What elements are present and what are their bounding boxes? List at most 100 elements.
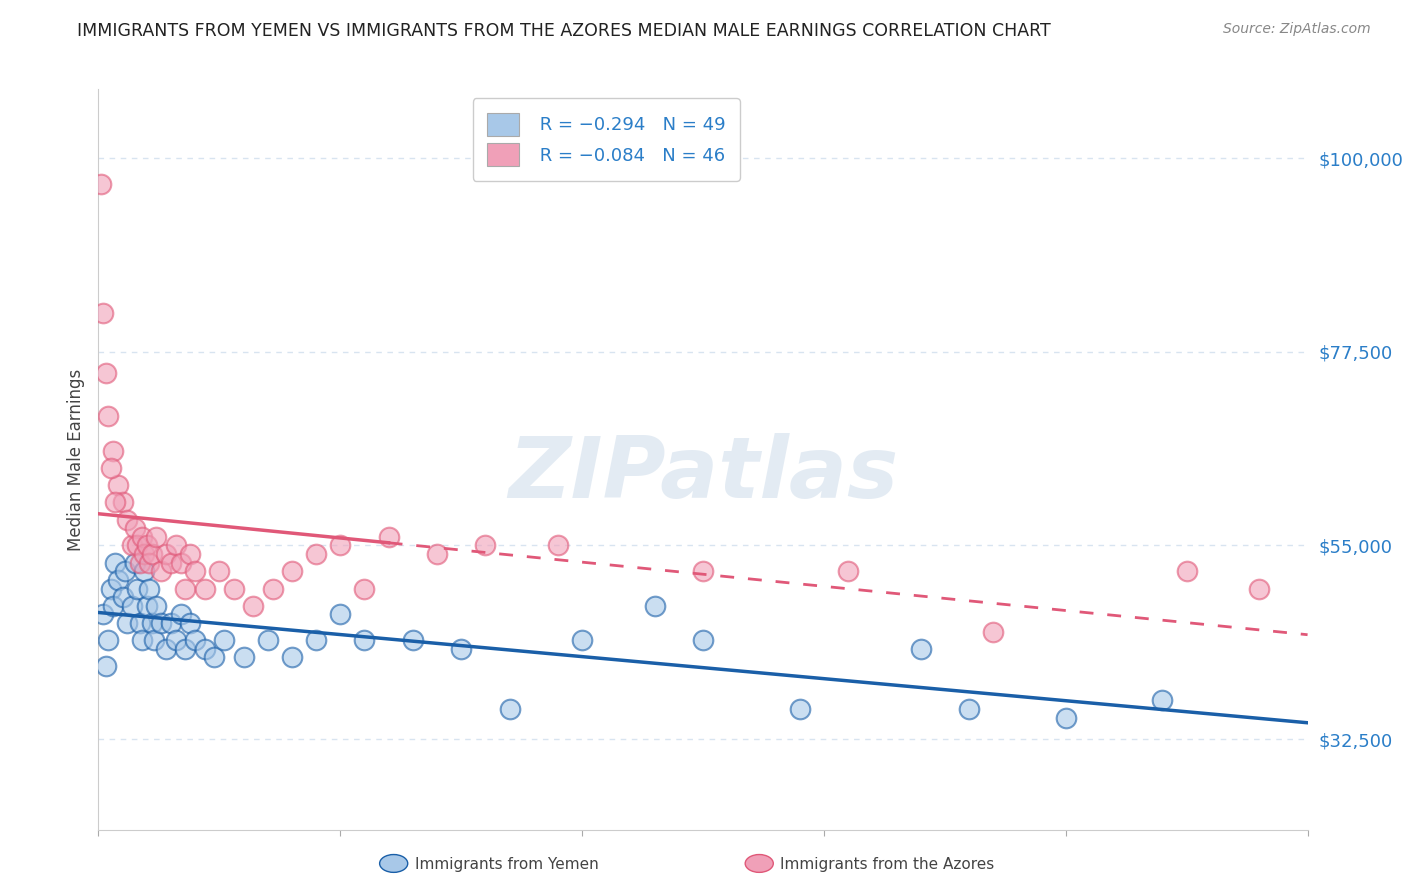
Point <box>97 409 120 424</box>
Point <box>450 641 472 656</box>
Point <box>135 599 157 613</box>
Point <box>957 702 980 716</box>
Point <box>281 650 304 665</box>
Point <box>169 556 191 570</box>
Point <box>135 539 157 553</box>
Point <box>131 633 153 648</box>
Point <box>134 564 156 578</box>
Point <box>94 659 117 673</box>
Point <box>131 530 153 544</box>
Point <box>150 615 173 630</box>
Point <box>1249 582 1271 596</box>
Text: IMMIGRANTS FROM YEMEN VS IMMIGRANTS FROM THE AZORES MEDIAN MALE EARNINGS CORRELA: IMMIGRANTS FROM YEMEN VS IMMIGRANTS FROM… <box>77 22 1052 40</box>
Text: ZIPatlas: ZIPatlas <box>508 433 898 516</box>
Point <box>1175 564 1198 578</box>
Point <box>305 547 328 561</box>
Point <box>204 650 226 665</box>
Point <box>128 556 150 570</box>
Point <box>145 530 167 544</box>
Point <box>138 556 160 570</box>
Point <box>101 443 124 458</box>
Point <box>353 633 375 648</box>
Point <box>174 582 197 596</box>
Point <box>91 607 114 622</box>
Point <box>377 530 399 544</box>
Point <box>184 633 207 648</box>
Point <box>194 582 217 596</box>
Point <box>141 615 163 630</box>
Point <box>91 306 114 320</box>
Text: Source: ZipAtlas.com: Source: ZipAtlas.com <box>1223 22 1371 37</box>
Point <box>160 556 183 570</box>
Point <box>104 495 127 509</box>
Point <box>498 702 520 716</box>
Point <box>194 641 217 656</box>
Point <box>155 641 177 656</box>
Point <box>179 547 201 561</box>
Point <box>138 582 160 596</box>
Point <box>127 539 149 553</box>
Point <box>150 564 173 578</box>
Point <box>107 573 129 587</box>
Point <box>692 564 714 578</box>
Point <box>111 495 134 509</box>
Point <box>232 650 254 665</box>
Point <box>981 624 1004 639</box>
Legend:  R = −0.294   N = 49,  R = −0.084   N = 46: R = −0.294 N = 49, R = −0.084 N = 46 <box>472 98 740 181</box>
Point <box>305 633 328 648</box>
Point <box>121 539 143 553</box>
Point <box>155 547 177 561</box>
Point <box>262 582 284 596</box>
Point <box>124 521 146 535</box>
Point <box>281 564 304 578</box>
Text: Immigrants from the Azores: Immigrants from the Azores <box>780 857 994 872</box>
Point <box>174 641 197 656</box>
Point <box>134 547 156 561</box>
Point <box>402 633 425 648</box>
Point <box>692 633 714 648</box>
Point <box>474 539 496 553</box>
Point <box>165 539 187 553</box>
Point <box>184 564 207 578</box>
Point <box>644 599 666 613</box>
Point <box>128 615 150 630</box>
Point <box>94 366 117 380</box>
Point <box>571 633 593 648</box>
Point <box>169 607 191 622</box>
Point <box>100 582 122 596</box>
Point <box>426 547 449 561</box>
Point <box>208 564 231 578</box>
Point <box>222 582 245 596</box>
Point <box>165 633 187 648</box>
Point <box>160 615 183 630</box>
Point <box>329 607 352 622</box>
Point <box>121 599 143 613</box>
Point <box>97 633 120 648</box>
Point <box>90 177 112 191</box>
Y-axis label: Median Male Earnings: Median Male Earnings <box>66 368 84 550</box>
Point <box>141 547 163 561</box>
Point <box>117 513 139 527</box>
Point <box>107 478 129 492</box>
Point <box>100 461 122 475</box>
Point <box>910 641 932 656</box>
Point <box>114 564 136 578</box>
Point <box>789 702 811 716</box>
Point <box>242 599 264 613</box>
Point <box>104 556 127 570</box>
Point <box>547 539 569 553</box>
Point <box>143 633 166 648</box>
Point <box>111 590 134 604</box>
Point <box>256 633 278 648</box>
Point <box>353 582 375 596</box>
Point <box>145 599 167 613</box>
Point <box>1054 711 1077 725</box>
Point <box>179 615 201 630</box>
Point <box>212 633 235 648</box>
Text: Immigrants from Yemen: Immigrants from Yemen <box>415 857 599 872</box>
Point <box>124 556 146 570</box>
Point <box>837 564 859 578</box>
Point <box>1152 693 1174 707</box>
Point <box>101 599 124 613</box>
Point <box>127 582 149 596</box>
